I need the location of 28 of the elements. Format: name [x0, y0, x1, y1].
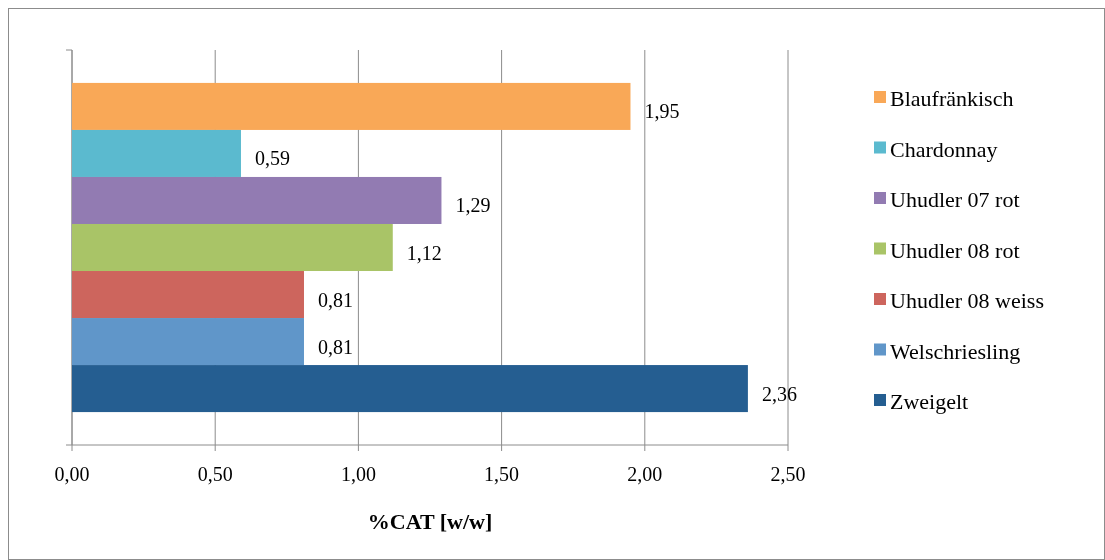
bar	[72, 365, 748, 413]
x-tick-label: 0,50	[197, 463, 233, 485]
data-label: 0,81	[317, 335, 353, 358]
bar	[72, 176, 442, 224]
data-label: 1,29	[455, 194, 491, 217]
data-label: 1,95	[644, 100, 680, 123]
legend-label: Chardonnay	[890, 136, 998, 162]
data-label: 2,36	[761, 382, 797, 405]
legend-label: Zweigelt	[890, 389, 969, 414]
legend-label: Uhudler 08 weiss	[890, 288, 1044, 313]
x-axis-title: %CAT [w/w]	[367, 509, 493, 534]
legend-label: Welschriesling	[890, 338, 1021, 364]
bar	[72, 223, 393, 272]
bar	[72, 129, 241, 177]
x-tick-label: 1,50	[484, 463, 520, 485]
x-tick-label: 1,00	[340, 463, 376, 485]
legend-label: Blaufränkisch	[890, 86, 1014, 111]
legend-label: Uhudler 07 rot	[890, 187, 1020, 212]
data-label: 0,59	[254, 147, 290, 170]
bar	[72, 318, 304, 366]
legend-label: Uhudler 08 rot	[890, 237, 1020, 263]
data-label: 0,81	[317, 288, 353, 311]
bar	[72, 271, 304, 319]
bar	[72, 82, 631, 130]
data-label: 1,12	[406, 241, 442, 264]
x-tick-label: 2,00	[627, 463, 663, 485]
x-tick-label: 2,50	[770, 463, 806, 485]
x-tick-label: 0,00	[54, 463, 90, 485]
